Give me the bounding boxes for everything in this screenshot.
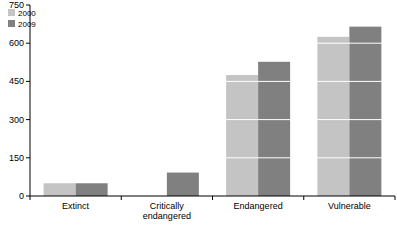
y-axis (30, 5, 31, 196)
grid-line (30, 119, 395, 120)
y-tick-label: 150 (9, 153, 24, 163)
bar (258, 62, 290, 196)
label-line: Endangered (234, 201, 283, 211)
x-tick-label: Endangered (234, 201, 283, 211)
legend-label: 2000 (18, 9, 36, 18)
bar (317, 37, 349, 196)
y-tick (26, 5, 30, 6)
x-tick (212, 196, 213, 200)
x-tick (30, 196, 31, 200)
x-tick-label: Vulnerable (328, 201, 371, 211)
legend: 2000 2009 (8, 9, 36, 29)
y-tick-label: 0 (19, 191, 24, 201)
bar (76, 183, 108, 196)
bar (349, 27, 381, 196)
y-tick (26, 43, 30, 44)
bars (44, 27, 382, 196)
bar (167, 173, 199, 196)
x-tick (303, 196, 304, 200)
label-line: Critically (150, 201, 185, 211)
x-tick-label: Extinct (62, 201, 90, 211)
y-tick-label: 600 (9, 38, 24, 48)
chart: 0150300450600750ExtinctCriticallyendange… (0, 0, 397, 227)
y-tick (26, 81, 30, 82)
y-tick (26, 157, 30, 158)
bar (226, 75, 258, 196)
grid-line (30, 43, 395, 44)
label-line: Extinct (62, 201, 90, 211)
grid-line (30, 157, 395, 158)
legend-swatch (8, 9, 15, 16)
y-tick (26, 196, 30, 197)
y-tick (26, 119, 30, 120)
grid-line (30, 81, 395, 82)
y-tick-label: 300 (9, 115, 24, 125)
x-tick (121, 196, 122, 200)
x-tick (395, 196, 396, 200)
x-tick-label: Criticallyendangered (143, 201, 191, 221)
y-tick-label: 450 (9, 76, 24, 86)
bar (44, 183, 76, 196)
legend-label: 2009 (18, 20, 36, 29)
legend-swatch (8, 20, 15, 27)
label-line: endangered (143, 211, 191, 221)
label-line: Vulnerable (328, 201, 371, 211)
